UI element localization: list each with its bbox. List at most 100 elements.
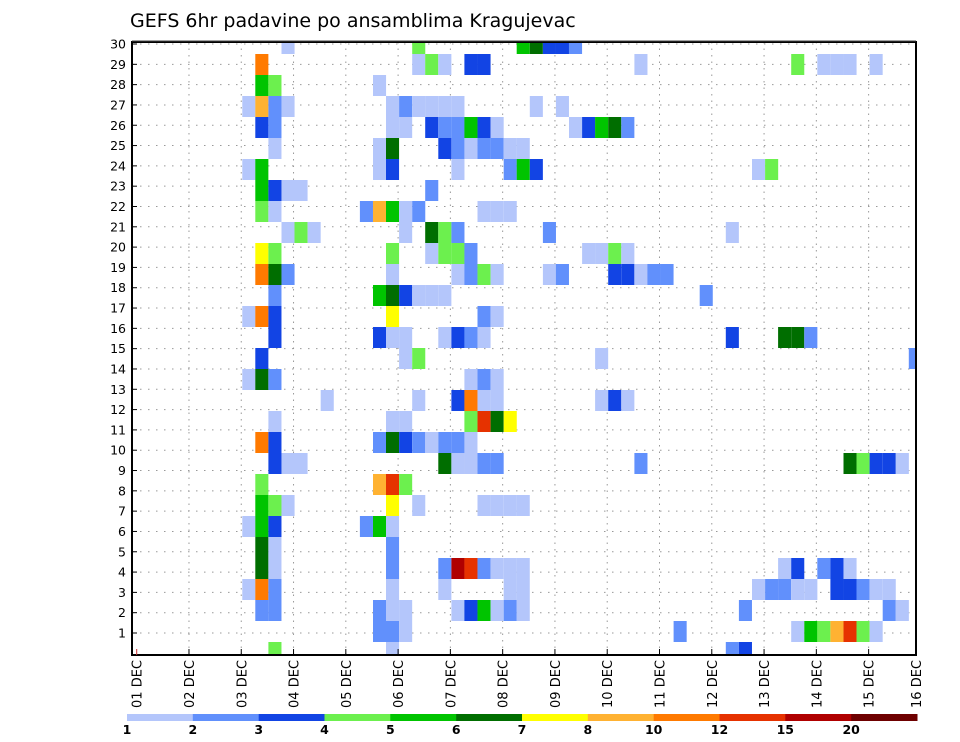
heatmap-cell <box>843 579 857 600</box>
colorbar-label: 8 <box>583 722 592 737</box>
heatmap-cell <box>882 579 896 600</box>
colorbar-swatch <box>127 714 194 721</box>
colorbar-swatch <box>719 714 786 721</box>
heatmap-cell <box>529 96 543 117</box>
heatmap-cell <box>399 474 413 495</box>
colorbar-label: 2 <box>188 722 197 737</box>
heatmap-cell <box>843 558 857 579</box>
heatmap-cell <box>595 243 609 264</box>
y-tick-label: 26 <box>110 118 126 133</box>
x-tick-label: 16 DEC <box>910 660 925 708</box>
heatmap-cell <box>464 327 478 348</box>
heatmap-cell <box>725 327 739 348</box>
heatmap-cell <box>242 306 256 327</box>
heatmap-cell <box>399 222 413 243</box>
heatmap-cell <box>438 222 452 243</box>
heatmap-cell <box>268 75 282 96</box>
heatmap-cell <box>477 558 491 579</box>
heatmap-cell <box>268 285 282 306</box>
heatmap-cell <box>412 390 426 411</box>
heatmap-cell <box>399 327 413 348</box>
heatmap-cell <box>386 96 400 117</box>
heatmap-cell <box>490 264 504 285</box>
heatmap-cell <box>516 558 530 579</box>
heatmap-cell <box>438 138 452 159</box>
heatmap-cell <box>399 117 413 138</box>
heatmap-cell <box>490 390 504 411</box>
heatmap-cell <box>778 327 792 348</box>
heatmap-cell <box>255 369 269 390</box>
heatmap-cell <box>386 516 400 537</box>
heatmap-cell <box>425 285 439 306</box>
colorbar-label: 3 <box>254 722 263 737</box>
heatmap-cell <box>464 600 478 621</box>
y-tick-label: 8 <box>118 483 126 498</box>
heatmap-cell <box>582 117 596 138</box>
heatmap-cell <box>373 285 387 306</box>
heatmap-cell <box>569 42 583 54</box>
heatmap-cell <box>843 621 857 642</box>
heatmap-cell <box>255 243 269 264</box>
heatmap-cell <box>399 285 413 306</box>
heatmap-cell <box>464 411 478 432</box>
heatmap-cell <box>307 222 321 243</box>
heatmap-cell <box>595 348 609 369</box>
colorbar-label: 1 <box>123 722 132 737</box>
heatmap-cell <box>268 495 282 516</box>
heatmap-cell <box>503 558 517 579</box>
heatmap-cell <box>438 453 452 474</box>
heatmap-cell <box>255 495 269 516</box>
heatmap-cell <box>608 243 622 264</box>
heatmap-cell <box>856 453 870 474</box>
heatmap-cell <box>386 243 400 264</box>
heatmap-cell <box>425 222 439 243</box>
heatmap-cell <box>477 411 491 432</box>
heatmap-cell <box>451 96 465 117</box>
heatmap-cell <box>373 327 387 348</box>
heatmap-cell <box>451 453 465 474</box>
heatmap-cell <box>425 180 439 201</box>
heatmap-cell <box>464 117 478 138</box>
heatmap-cell <box>490 369 504 390</box>
y-tick-label: 20 <box>110 240 126 255</box>
heatmap-cell <box>464 558 478 579</box>
y-tick-label: 10 <box>110 443 126 458</box>
heatmap-cell <box>281 96 295 117</box>
heatmap-cell <box>503 201 517 222</box>
x-tick-label: 01 DEC <box>131 660 146 708</box>
heatmap-cell <box>268 432 282 453</box>
heatmap-cell <box>281 180 295 201</box>
heatmap-cell <box>830 558 844 579</box>
y-tick-label: 23 <box>110 179 126 194</box>
heatmap-cell <box>386 537 400 558</box>
y-tick-label: 25 <box>110 138 126 153</box>
heatmap-cell <box>425 432 439 453</box>
heatmap-cell <box>268 453 282 474</box>
x-tick-label: 07 DEC <box>444 660 459 708</box>
heatmap-cell <box>451 327 465 348</box>
heatmap-cell <box>503 138 517 159</box>
heatmap-cell <box>268 537 282 558</box>
heatmap-cell <box>778 558 792 579</box>
heatmap-cell <box>791 327 805 348</box>
heatmap-cell <box>294 180 308 201</box>
x-tick-label: 15 DEC <box>863 660 878 708</box>
heatmap-cell <box>516 42 530 54</box>
heatmap-cell <box>464 432 478 453</box>
heatmap-cell <box>451 558 465 579</box>
heatmap-cell <box>542 42 556 54</box>
heatmap-cell <box>555 264 569 285</box>
heatmap-cell <box>255 306 269 327</box>
colorbar-label: 6 <box>452 722 461 737</box>
x-tick-label: 09 DEC <box>549 660 564 708</box>
heatmap-cell <box>425 243 439 264</box>
heatmap-cell <box>621 264 635 285</box>
heatmap-cell <box>503 411 517 432</box>
heatmap-cell <box>255 558 269 579</box>
heatmap-cell <box>268 264 282 285</box>
heatmap-cell <box>399 621 413 642</box>
y-axis: 1234567891011121314151617181920212223242… <box>110 37 137 641</box>
heatmap-cell <box>490 453 504 474</box>
y-tick-label: 1 <box>118 626 126 641</box>
